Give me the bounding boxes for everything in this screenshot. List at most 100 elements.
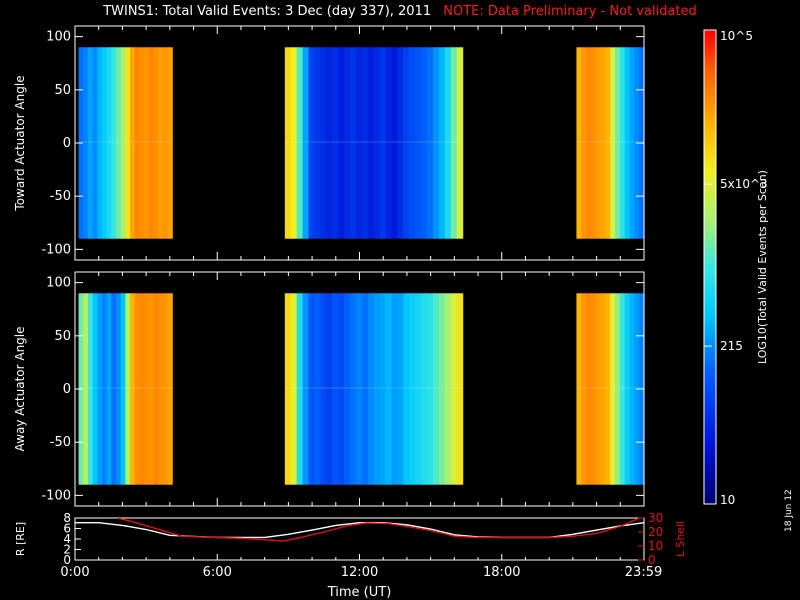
x-tick-label: 23:59 [625, 565, 662, 580]
heatmap-cell [432, 47, 440, 239]
heatmap-cell [106, 293, 112, 485]
heatmap-cell [106, 47, 112, 239]
heatmap-cell [355, 47, 363, 239]
heatmap-cell [302, 293, 310, 485]
heatmap-cell [332, 47, 339, 239]
heatmap-cell [619, 47, 626, 239]
heatmap-cell [350, 293, 357, 485]
heatmap-cell [83, 47, 89, 239]
heatmap-cell [308, 293, 316, 485]
heatmap-cell [610, 293, 616, 485]
heatmap-cell [332, 293, 339, 485]
heatmap-cell [427, 47, 434, 239]
colorbar-tick-label: 215 [720, 339, 743, 353]
y-tick-label: 100 [46, 30, 71, 45]
heatmap-cell [120, 47, 126, 239]
heatmap-cell [284, 47, 292, 239]
heatmap-cell [314, 47, 321, 239]
heatmap-cell [615, 47, 621, 239]
heatmap-cell [302, 47, 310, 239]
colorbar-tick-label: 5x10^3 [720, 177, 768, 191]
heatmap-cell [403, 293, 410, 485]
heatmap-cell [581, 47, 587, 239]
heatmap-cell [326, 47, 333, 239]
heatmap-cell [167, 47, 173, 239]
heatmap-cell [615, 293, 621, 485]
right-y-axis-label: L Shell [674, 521, 687, 557]
x-tick-label: 6:00 [203, 565, 232, 580]
heatmap-cell [144, 47, 150, 239]
heatmap-cell [605, 293, 611, 485]
heatmap-cell [116, 293, 122, 485]
colorbar-tick-label: 10^5 [720, 29, 753, 43]
heatmap-zero-stripe [576, 386, 644, 389]
heatmap-cell [92, 293, 98, 485]
heatmap-cell [456, 47, 464, 239]
heatmap-cell [576, 293, 582, 485]
y-tick-label: 100 [46, 276, 71, 291]
heatmap-zero-stripe [576, 140, 644, 143]
heatmap-cell [610, 47, 616, 239]
heatmap-cell [415, 47, 422, 239]
heatmap-cell [600, 47, 606, 239]
heatmap-cell [326, 293, 333, 485]
heatmap-cell [438, 47, 446, 239]
y-tick-label: -50 [50, 189, 71, 204]
heatmap-cell [296, 47, 304, 239]
heatmap-cell [421, 293, 428, 485]
heatmap-cell [338, 293, 345, 485]
heatmap-cell [344, 47, 351, 239]
heatmap-cell [385, 47, 393, 239]
heatmap-cell [624, 47, 631, 239]
heatmap-cell [361, 293, 369, 485]
heatmap-zero-stripe [284, 386, 463, 389]
heatmap-cell [144, 293, 150, 485]
heatmap-cell [373, 293, 381, 485]
heatmap-cell [367, 293, 375, 485]
right-y-tick-label: 10 [648, 539, 663, 553]
heatmap-cell [83, 293, 89, 485]
heatmap-cell [308, 47, 316, 239]
right-y-tick-label: 30 [648, 511, 663, 525]
heatmap-cell [373, 47, 381, 239]
heatmap-cell [97, 47, 103, 239]
heatmap-cell [101, 293, 108, 485]
heatmap-cell [158, 47, 164, 239]
y-tick-label: 0 [63, 382, 71, 397]
heatmap-cell [415, 293, 422, 485]
colorbar-gradient [703, 29, 717, 505]
left-y-tick-label: 8 [63, 511, 71, 525]
heatmap-cell [158, 293, 164, 485]
heatmap-cell [629, 47, 635, 239]
heatmap-cell [350, 47, 357, 239]
heatmap-cell [450, 293, 458, 485]
heatmap-cell [97, 293, 103, 485]
left-y-tick-label: 6 [63, 522, 71, 536]
heatmap-cell [338, 47, 345, 239]
heatmap-cell [421, 47, 428, 239]
left-y-axis-label: R [RE] [14, 522, 27, 556]
heatmap-cell [391, 293, 399, 485]
heatmap-cell [116, 47, 122, 239]
heatmap-cell [87, 47, 94, 239]
heatmap-cell [397, 47, 404, 239]
preliminary-note: NOTE: Data Preliminary - Not validated [443, 4, 697, 19]
heatmap-cell [379, 293, 387, 485]
heatmap-cell [134, 47, 141, 239]
heatmap-cell [450, 47, 458, 239]
heatmap-cell [355, 293, 363, 485]
heatmap-cell [120, 293, 126, 485]
heatmap-cell [125, 47, 131, 239]
heatmap-cell [385, 293, 393, 485]
heatmap-cell [590, 293, 597, 485]
heatmap-cell [162, 47, 169, 239]
left-y-tick-label: 0 [63, 553, 71, 567]
heatmap-cell [139, 47, 145, 239]
heatmap-cell [397, 293, 404, 485]
heatmap-cell [391, 47, 399, 239]
heatmap-cell [367, 47, 375, 239]
heatmap-cell [629, 293, 635, 485]
heatmap-cell [130, 47, 136, 239]
y-tick-label: 50 [54, 329, 71, 344]
